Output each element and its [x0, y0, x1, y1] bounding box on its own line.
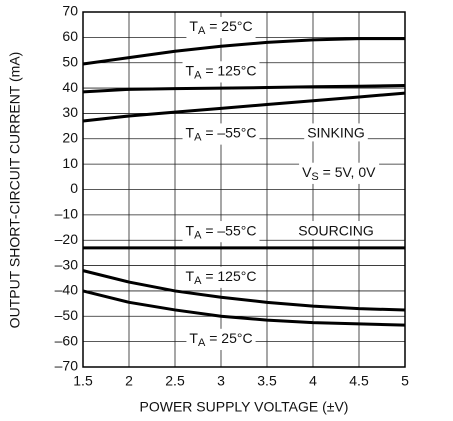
annotation-text: T — [189, 330, 198, 346]
y-tick-label: 30 — [62, 104, 78, 120]
annotation-subscript: A — [198, 25, 206, 37]
annotation-text: T — [186, 268, 195, 284]
y-tick-label: –50 — [55, 307, 79, 323]
x-tick-label: 3 — [217, 373, 225, 389]
annotation-subscript: S — [311, 171, 318, 183]
y-tick-label: –20 — [55, 231, 79, 247]
x-tick-label: 4 — [309, 373, 317, 389]
annotation: TA = 25°C — [189, 18, 252, 37]
series-line — [82, 269, 406, 312]
annotation: TA = –55°C — [186, 222, 257, 241]
annotation-subscript: A — [194, 69, 202, 81]
annotation-text: T — [186, 124, 195, 140]
annotation-background — [304, 123, 368, 142]
x-tick-label: 2 — [125, 373, 133, 389]
annotation-subscript: A — [194, 132, 202, 144]
annotation-tail: = 125°C — [201, 268, 256, 284]
annotation-background — [295, 221, 377, 240]
annotation-text: T — [186, 222, 195, 238]
y-axis-label: OUTPUT SHORT-CIRCUIT CURRENT (mA) — [7, 52, 23, 329]
series-line — [82, 289, 406, 327]
y-tick-label: –30 — [55, 256, 79, 272]
annotation-tail: = 25°C — [205, 330, 252, 346]
y-tick-label: 0 — [70, 180, 78, 196]
annotation: TA = 125°C — [186, 62, 257, 81]
annotation-tail: = 25°C — [205, 18, 252, 34]
annotation-subscript: A — [194, 229, 202, 241]
annotation-subscript: A — [194, 275, 202, 287]
y-tick-label: 10 — [62, 155, 78, 171]
annotation-background — [182, 221, 260, 243]
annotation-text: SOURCING — [298, 222, 373, 238]
x-tick-label: 2.5 — [165, 373, 185, 389]
x-tick-label: 1.5 — [73, 373, 93, 389]
y-tick-label: 40 — [62, 79, 78, 95]
x-axis-label: POWER SUPPLY VOLTAGE (±V) — [140, 399, 349, 415]
annotation: SOURCING — [298, 222, 373, 238]
annotation: TA = 125°C — [186, 268, 257, 287]
annotation-background — [186, 328, 256, 351]
series-line — [82, 84, 406, 94]
x-tick-label: 3.5 — [257, 373, 277, 389]
y-tick-label: 50 — [62, 53, 78, 69]
annotation: TA = –55°C — [186, 124, 257, 143]
annotation-tail: = –55°C — [201, 124, 256, 140]
annotation-text: SINKING — [307, 124, 365, 140]
annotation-tail: = 125°C — [201, 62, 256, 78]
y-tick-label: –70 — [55, 358, 79, 374]
annotation-background — [186, 16, 256, 39]
x-tick-label: 5 — [401, 373, 409, 389]
annotation: VS = 5V, 0V — [302, 164, 376, 183]
y-tick-label: –10 — [55, 206, 79, 222]
y-tick-label: –40 — [55, 282, 79, 298]
plot-frame — [82, 11, 406, 368]
x-tick-label: 4.5 — [349, 373, 369, 389]
annotation: TA = 25°C — [189, 330, 252, 349]
y-tick-label: 70 — [62, 3, 78, 19]
annotation-background — [182, 266, 260, 288]
annotation-tail: = 5V, 0V — [319, 164, 376, 180]
series-line — [82, 37, 405, 66]
annotation-tail: = –55°C — [201, 222, 256, 238]
annotation-subscript: A — [198, 337, 206, 349]
y-tick-label: 60 — [62, 28, 78, 44]
y-tick-label: –60 — [55, 332, 79, 348]
annotation-text: T — [186, 62, 195, 78]
annotation-background — [182, 61, 260, 83]
annotation-background — [299, 162, 380, 184]
y-tick-label: 20 — [62, 129, 78, 145]
annotation: SINKING — [307, 124, 365, 140]
annotation-text: V — [302, 164, 312, 180]
series-line — [82, 91, 406, 123]
annotation-text: T — [189, 18, 198, 34]
annotation-background — [182, 123, 260, 145]
